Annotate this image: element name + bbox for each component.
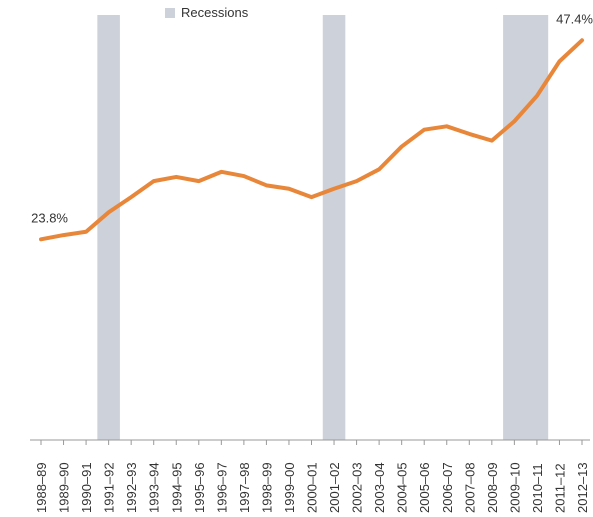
- legend-swatch: [165, 8, 175, 18]
- x-tick-label: 2009–10: [507, 462, 522, 513]
- data-line: [39, 38, 584, 242]
- x-tick-label: 1999–00: [282, 462, 297, 513]
- x-tick-label: 2002–03: [350, 462, 365, 513]
- x-tick-label: 2004–05: [395, 462, 410, 513]
- x-tick-label: 2008–09: [485, 462, 500, 513]
- x-tick-label: 1991–92: [102, 462, 117, 513]
- x-tick-label: 2000–01: [305, 462, 320, 513]
- x-tick-label: 1988–89: [34, 462, 49, 513]
- x-tick-label: 2007–08: [462, 462, 477, 513]
- x-tick-label: 1990–91: [79, 462, 94, 513]
- legend-label: Recessions: [181, 5, 249, 20]
- x-tick-label: 2005–06: [417, 462, 432, 513]
- x-tick-label: 1997–98: [237, 462, 252, 513]
- x-tick-label: 1992–93: [124, 462, 139, 513]
- recession-band: [322, 15, 346, 440]
- x-tick-label: 2006–07: [440, 462, 455, 513]
- recession-band: [97, 15, 120, 440]
- x-tick-label: 2010–11: [530, 463, 545, 513]
- data-label: 47.4%: [556, 11, 593, 26]
- x-tick-label: 2003–04: [372, 462, 387, 513]
- x-tick-label: 1995–96: [192, 462, 207, 513]
- x-tick-label: 1994–95: [169, 462, 184, 513]
- x-tick-label: 2011–12: [552, 463, 567, 513]
- x-tick-label: 1996–97: [214, 462, 229, 513]
- x-tick-label: 2001–02: [327, 462, 342, 513]
- x-tick-label: 1998–99: [259, 462, 274, 513]
- x-tick-label: 1993–94: [147, 462, 162, 513]
- recession-band: [503, 15, 549, 440]
- data-label: 23.8%: [31, 210, 68, 225]
- x-tick-label: 1989–90: [57, 462, 72, 513]
- x-tick-label: 2012–13: [575, 462, 590, 513]
